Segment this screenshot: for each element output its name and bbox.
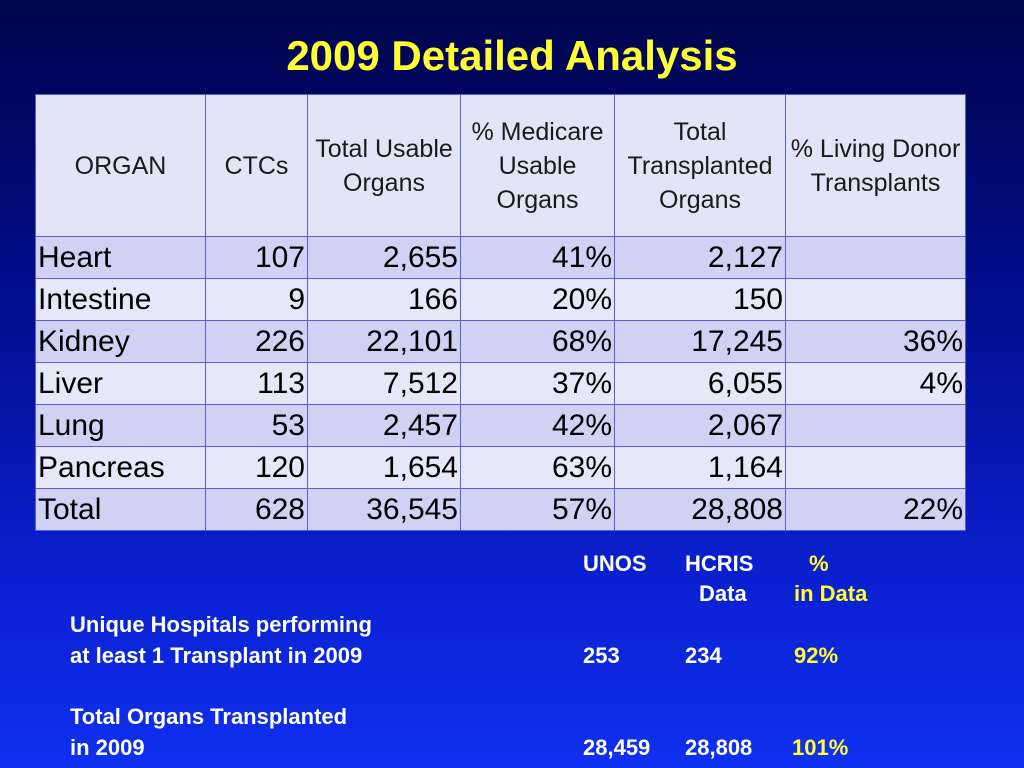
- cell-medicare-pct: 37%: [460, 362, 615, 405]
- comparison-row-label: Unique Hospitals performing: [70, 612, 372, 637]
- cell-organ: Heart: [35, 236, 206, 279]
- table-body: Heart 107 2,655 41% 2,127 Intestine 9 16…: [35, 236, 966, 531]
- cell-total-transplanted: 17,245: [614, 320, 786, 363]
- cell-total-usable: 36,545: [307, 488, 461, 531]
- cell-organ: Total: [35, 488, 206, 531]
- table-row-total: Total 628 36,545 57% 28,808 22%: [35, 488, 966, 531]
- cell-organ: Pancreas: [35, 446, 206, 489]
- comparison-hcris-value: 234: [685, 643, 722, 668]
- cell-organ: Kidney: [35, 320, 206, 363]
- cell-living-donor-pct: 36%: [785, 320, 966, 363]
- cell-medicare-pct: 68%: [460, 320, 615, 363]
- cell-ctcs: 226: [205, 320, 308, 363]
- cell-total-transplanted: 2,067: [614, 404, 786, 447]
- cell-ctcs: 113: [205, 362, 308, 405]
- comparison-header-hcris-data: Data: [699, 581, 747, 606]
- comparison-hcris-value: 28,808: [685, 735, 753, 760]
- table-row-heart: Heart 107 2,655 41% 2,127: [35, 236, 966, 279]
- cell-medicare-pct: 42%: [460, 404, 615, 447]
- cell-living-donor-pct: [785, 404, 966, 447]
- comparison-pct-value: 92%: [794, 643, 839, 668]
- table-row-intestine: Intestine 9 166 20% 150: [35, 278, 966, 321]
- header-ctcs: CTCs: [205, 94, 308, 237]
- cell-ctcs: 628: [205, 488, 308, 531]
- cell-organ: Lung: [35, 404, 206, 447]
- cell-total-usable: 2,655: [307, 236, 461, 279]
- slide-title: 2009 Detailed Analysis: [286, 32, 738, 79]
- comparison-header-pct-in-data: in Data: [794, 581, 868, 606]
- cell-total-usable: 22,101: [307, 320, 461, 363]
- comparison-pct-value: 101%: [792, 735, 849, 760]
- table-row-pancreas: Pancreas 120 1,654 63% 1,164: [35, 446, 966, 489]
- comparison-header-unos: UNOS: [583, 551, 647, 576]
- cell-organ: Liver: [35, 362, 206, 405]
- header-living-donor-transplants: % Living Donor Transplants: [785, 94, 966, 237]
- cell-medicare-pct: 63%: [460, 446, 615, 489]
- cell-total-usable: 2,457: [307, 404, 461, 447]
- comparison-unos-value: 28,459: [583, 735, 651, 760]
- cell-total-transplanted: 1,164: [614, 446, 786, 489]
- cell-total-usable: 1,654: [307, 446, 461, 489]
- cell-ctcs: 107: [205, 236, 308, 279]
- cell-living-donor-pct: 22%: [785, 488, 966, 531]
- cell-medicare-pct: 41%: [460, 236, 615, 279]
- cell-total-usable: 166: [307, 278, 461, 321]
- cell-living-donor-pct: [785, 278, 966, 321]
- table-row-kidney: Kidney 226 22,101 68% 17,245 36%: [35, 320, 966, 363]
- comparison-row-label: Total Organs Transplanted: [70, 704, 348, 729]
- comparison-header-pct: %: [809, 551, 829, 576]
- header-total-usable-organs: Total Usable Organs: [307, 94, 461, 237]
- cell-living-donor-pct: 4%: [785, 362, 966, 405]
- cell-medicare-pct: 20%: [460, 278, 615, 321]
- organ-table: ORGAN CTCs Total Usable Organs % Medicar…: [35, 94, 966, 531]
- cell-ctcs: 9: [205, 278, 308, 321]
- comparison-row-label: at least 1 Transplant in 2009: [70, 643, 363, 668]
- cell-living-donor-pct: [785, 236, 966, 279]
- comparison-row-label: in 2009: [70, 735, 145, 760]
- table-row-lung: Lung 53 2,457 42% 2,067: [35, 404, 966, 447]
- cell-total-transplanted: 6,055: [614, 362, 786, 405]
- cell-living-donor-pct: [785, 446, 966, 489]
- header-medicare-usable-organs: % Medicare Usable Organs: [460, 94, 615, 237]
- header-row: ORGAN CTCs Total Usable Organs % Medicar…: [35, 94, 966, 237]
- cell-organ: Intestine: [35, 278, 206, 321]
- cell-total-transplanted: 150: [614, 278, 786, 321]
- header-total-transplanted-organs: Total Transplanted Organs: [614, 94, 786, 237]
- comparison-unos-value: 253: [583, 643, 620, 668]
- cell-total-transplanted: 28,808: [614, 488, 786, 531]
- comparison-header-hcris: HCRIS: [685, 551, 754, 576]
- header-organ: ORGAN: [35, 94, 206, 237]
- cell-ctcs: 53: [205, 404, 308, 447]
- cell-total-transplanted: 2,127: [614, 236, 786, 279]
- table-row-liver: Liver 113 7,512 37% 6,055 4%: [35, 362, 966, 405]
- cell-total-usable: 7,512: [307, 362, 461, 405]
- cell-ctcs: 120: [205, 446, 308, 489]
- cell-medicare-pct: 57%: [460, 488, 615, 531]
- table-header: ORGAN CTCs Total Usable Organs % Medicar…: [35, 94, 966, 237]
